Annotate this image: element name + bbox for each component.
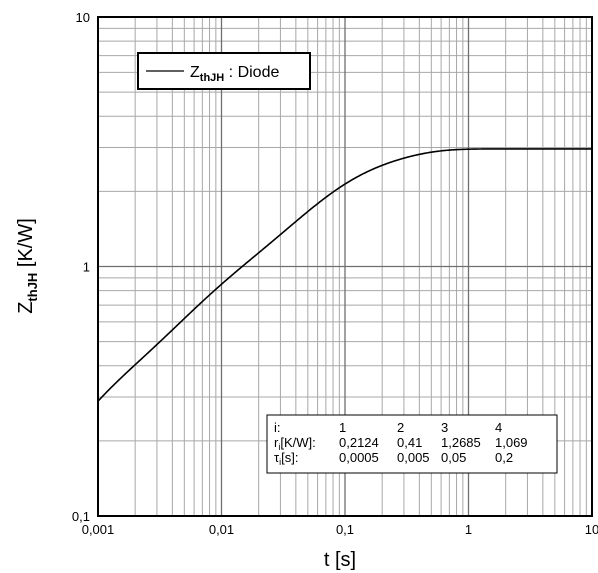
param-cell: 2 — [397, 420, 404, 435]
param-cell: 0,2124 — [339, 435, 379, 450]
x-tick-label: 10 — [585, 522, 598, 537]
x-axis-title: t [s] — [324, 549, 356, 571]
parameter-table: i: 1 2 3 4 ri[K/W]: 0,2124 0,41 1,2685 1,069 τi[s]… — [266, 414, 558, 474]
legend: ZthJH : Diode — [137, 52, 311, 90]
param-cell: 3 — [441, 420, 448, 435]
legend-label-subscript: thJH — [200, 72, 225, 84]
series-line-zthjh-diode — [97, 148, 592, 402]
x-tick-label: 1 — [465, 522, 472, 537]
legend-label: ZthJH : Diode — [190, 64, 279, 84]
param-cell: 4 — [495, 420, 502, 435]
parameter-table-rows: i: 1 2 3 4 ri[K/W]: 0,2124 0,41 1,2685 1,069 τi[s]… — [274, 420, 528, 467]
y-tick-label: 0,1 — [72, 509, 90, 524]
y-tick-labels: 0,1 1 10 — [72, 10, 90, 524]
y-axis-title: ZthJH [K/W] — [15, 218, 40, 314]
y-tick-label: 10 — [76, 10, 90, 25]
param-cell: 1,2685 — [441, 435, 481, 450]
x-tick-labels: 0,001 0,01 0,1 1 10 — [82, 522, 598, 537]
param-row-label: ri[K/W]: — [274, 435, 316, 452]
plot-area-frame — [97, 16, 593, 517]
y-tick-label: 1 — [83, 260, 90, 275]
param-cell: 0,05 — [441, 450, 466, 465]
parameter-table-box — [266, 414, 558, 474]
y-axis-title-subscript: thJH — [25, 273, 40, 302]
param-row-label: i: — [274, 420, 281, 435]
param-cell: 0,0005 — [339, 450, 379, 465]
param-row-label: τi[s]: — [274, 450, 298, 467]
series-layer — [97, 148, 592, 402]
param-cell: 1 — [339, 420, 346, 435]
x-tick-label: 0,01 — [209, 522, 234, 537]
param-cell: 1,069 — [495, 435, 528, 450]
param-cell: 0,2 — [495, 450, 513, 465]
param-cell: 0,41 — [397, 435, 422, 450]
x-tick-label: 0,001 — [82, 522, 115, 537]
param-cell: 0,005 — [397, 450, 430, 465]
x-tick-label: 0,1 — [336, 522, 354, 537]
